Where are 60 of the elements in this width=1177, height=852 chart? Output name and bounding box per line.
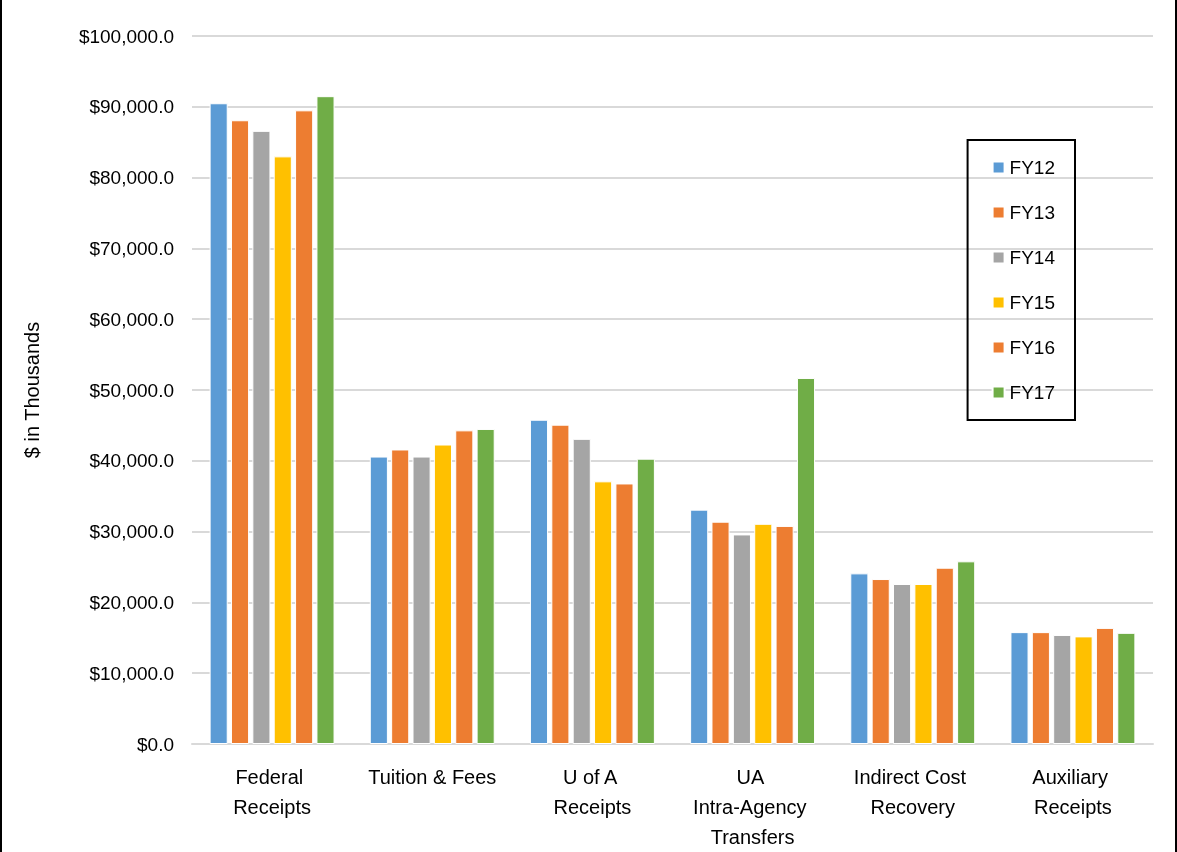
- bar: [476, 428, 495, 744]
- bar: [594, 481, 613, 744]
- bar: [636, 458, 655, 744]
- x-tick-label: Indirect Cost Recovery: [853, 766, 972, 818]
- x-tick-label: U of A Receipts: [553, 766, 632, 818]
- y-tick-label: $10,000.0: [89, 662, 174, 684]
- legend-label: FY14: [1009, 247, 1056, 268]
- bar: [529, 419, 549, 744]
- bar: [551, 424, 570, 744]
- bar: [754, 523, 773, 744]
- x-tick-label: Tuition & Fees: [368, 766, 497, 788]
- x-tick-label: Auxiliary Receipts: [1032, 766, 1114, 818]
- y-tick-label: $40,000.0: [89, 450, 174, 472]
- legend-label: FY13: [1009, 202, 1056, 223]
- y-tick-label: $70,000.0: [89, 237, 174, 259]
- bar: [273, 156, 292, 744]
- bar: [871, 579, 890, 744]
- bar: [1010, 632, 1029, 744]
- bar: [230, 120, 250, 744]
- bar: [1117, 632, 1136, 744]
- bar: [1053, 634, 1072, 744]
- bar: [850, 573, 869, 744]
- y-tick-label: $0.0: [137, 733, 174, 755]
- bar: [690, 509, 709, 744]
- legend-label: FY17: [1009, 382, 1056, 403]
- bar: [455, 430, 474, 744]
- bar: [732, 534, 751, 744]
- y-axis-title: $ in Thousands: [21, 321, 43, 459]
- bar: [957, 561, 976, 744]
- bar: [252, 130, 271, 744]
- bar: [1074, 636, 1093, 744]
- y-tick-label: $60,000.0: [89, 308, 174, 330]
- bar: [914, 583, 933, 744]
- bar: [316, 96, 335, 744]
- legend-label: FY12: [1009, 157, 1056, 178]
- bar: [796, 377, 816, 744]
- y-tick-label: $90,000.0: [89, 96, 174, 118]
- bar: [615, 483, 634, 744]
- bar: [572, 438, 591, 744]
- x-tick-label: Federal Receipts: [233, 766, 311, 818]
- bar: [433, 444, 452, 744]
- bar: [711, 521, 730, 744]
- bar: [369, 456, 388, 744]
- bar: [209, 103, 228, 744]
- y-tick-label: $100,000.0: [78, 25, 174, 47]
- bar: [935, 567, 954, 744]
- y-tick-label: $80,000.0: [89, 167, 174, 189]
- y-tick-label: $30,000.0: [89, 521, 174, 543]
- y-tick-label: $50,000.0: [89, 379, 174, 401]
- bar: [893, 583, 912, 744]
- bar: [1031, 632, 1050, 744]
- bar: [775, 525, 794, 744]
- bar: [391, 449, 410, 744]
- x-tick-label: UA Intra-Agency Transfers: [693, 766, 813, 848]
- bar: [1095, 627, 1115, 744]
- bar: [412, 456, 431, 744]
- legend-label: FY15: [1009, 292, 1056, 313]
- y-tick-label: $20,000.0: [89, 591, 174, 613]
- bar: [295, 110, 314, 744]
- legend-label: FY16: [1009, 337, 1056, 358]
